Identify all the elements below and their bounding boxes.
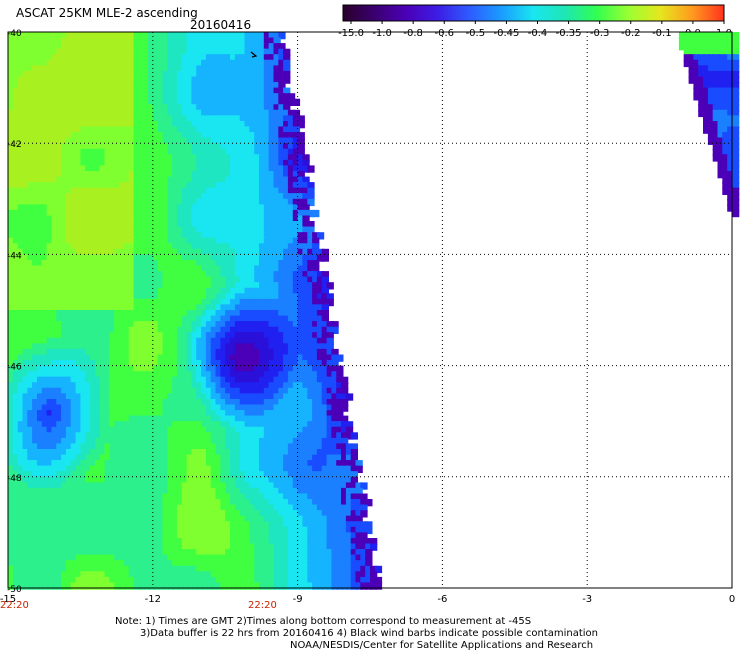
lat-tick-label: -44 xyxy=(7,251,22,261)
lon-tick-label: 0 xyxy=(729,594,735,605)
footnote-line-3: NOAA/NESDIS/Center for Satellite Applica… xyxy=(290,640,593,651)
lat-tick-label: -50 xyxy=(7,585,22,595)
lon-tick-label: -6 xyxy=(437,594,447,605)
footnote-line-1: Note: 1) Times are GMT 2)Times along bot… xyxy=(115,616,531,627)
lon-tick-label: -3 xyxy=(582,594,592,605)
wind-swath xyxy=(8,32,739,590)
lon-tick-label: -12 xyxy=(145,594,161,605)
footnote-line-2: 3)Data buffer is 22 hrs from 20160416 4)… xyxy=(140,628,598,639)
time-label-left: 22:20 xyxy=(0,600,29,611)
lon-tick-label: -9 xyxy=(293,594,303,605)
lat-tick-label: -48 xyxy=(7,474,22,484)
lat-tick-label: -42 xyxy=(7,140,22,150)
lat-tick-label: -46 xyxy=(7,363,22,373)
time-label-mid: 22:20 xyxy=(248,600,277,611)
lat-tick-label: -40 xyxy=(7,29,22,39)
